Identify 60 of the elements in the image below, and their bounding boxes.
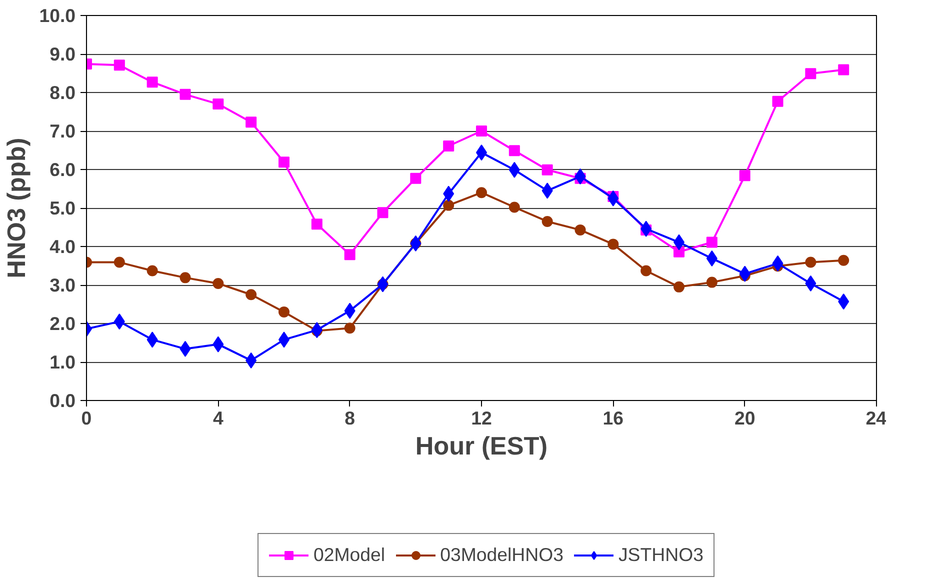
point <box>246 289 257 300</box>
point <box>706 276 718 288</box>
y-tick-label: 9.0 <box>50 44 76 64</box>
legend-label: 03ModelHNO3 <box>440 544 564 566</box>
y-tick-label: 8.0 <box>50 82 76 103</box>
y-tick-label: 1.0 <box>50 352 76 372</box>
point <box>640 265 652 276</box>
y-tick-label: 0.0 <box>50 390 76 411</box>
x-tick-label: 8 <box>344 408 356 428</box>
point <box>805 68 816 80</box>
x-tick-label: 20 <box>734 408 756 428</box>
point <box>246 116 257 128</box>
point <box>838 64 850 76</box>
x-tick-label: 4 <box>212 408 224 428</box>
point <box>114 256 125 268</box>
point <box>377 207 388 218</box>
point <box>278 156 290 168</box>
y-tick-label: 3.0 <box>50 274 76 296</box>
y-tick-label: 10.0 <box>39 5 76 26</box>
point <box>180 272 191 284</box>
point <box>212 98 224 110</box>
point <box>344 322 356 334</box>
point <box>674 281 684 292</box>
point <box>608 238 619 250</box>
point <box>114 60 125 71</box>
y-tick-label: 7.0 <box>50 120 76 142</box>
y-tick-label: 6.0 <box>50 159 76 180</box>
point <box>146 265 158 276</box>
point <box>805 256 816 268</box>
point <box>574 224 586 236</box>
point <box>838 254 850 266</box>
y-tick-label: 2.0 <box>50 313 76 334</box>
point <box>278 306 290 318</box>
point <box>443 140 454 152</box>
x-tick-label: 16 <box>602 408 624 428</box>
point <box>443 200 454 211</box>
legend-label: JSTHNO3 <box>618 544 704 566</box>
y-tick-label: 4.0 <box>50 236 76 257</box>
point <box>476 187 487 198</box>
y-tick-label: 5.0 <box>50 198 76 218</box>
point <box>344 249 356 260</box>
point <box>508 202 520 213</box>
point <box>508 145 520 156</box>
legend-label: 02Model <box>313 544 386 566</box>
point <box>674 246 684 258</box>
point <box>476 126 487 136</box>
point <box>311 218 322 230</box>
point <box>180 88 191 100</box>
point <box>542 164 553 176</box>
point <box>739 170 750 182</box>
point <box>410 172 422 184</box>
point <box>772 96 784 107</box>
x-tick-label: 0 <box>81 408 92 428</box>
point <box>542 216 553 227</box>
point <box>212 278 224 289</box>
y-axis-title: HNO3 (ppb) <box>3 138 32 278</box>
point <box>706 236 718 248</box>
x-tick-label: 12 <box>471 408 492 428</box>
x-axis-title: Hour (EST) <box>415 432 548 460</box>
point <box>146 76 158 88</box>
